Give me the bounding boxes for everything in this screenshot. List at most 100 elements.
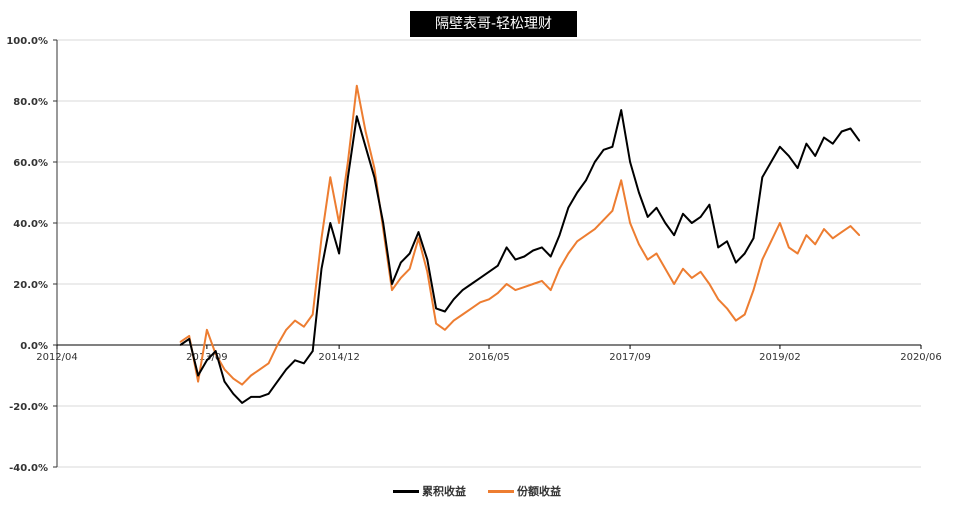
- data-point-series-2: [840, 231, 843, 233]
- x-tick-label: 2014/12: [318, 352, 360, 363]
- y-tick-label: -20.0%: [9, 402, 48, 413]
- data-point-series-2: [179, 341, 182, 343]
- data-point-series-2: [743, 313, 746, 316]
- data-point-series-2: [761, 258, 764, 261]
- data-point-series-2: [770, 240, 772, 243]
- chart-title: 隔壁表哥-轻松理财: [410, 11, 577, 37]
- y-tick-label: 80.0%: [13, 97, 48, 108]
- data-point-series-2: [655, 252, 658, 255]
- data-point-series-2: [611, 210, 614, 212]
- data-point-series-2: [206, 329, 208, 331]
- data-point-series-1: [241, 402, 243, 404]
- series-line-2: [179, 84, 861, 386]
- x-tick-label: 2012/04: [36, 352, 78, 363]
- data-point-series-2: [197, 380, 199, 383]
- data-point-series-1: [814, 155, 816, 157]
- data-point-series-1: [788, 155, 790, 157]
- data-point-series-1: [505, 246, 508, 249]
- data-point-series-2: [541, 280, 543, 282]
- data-point-series-1: [408, 252, 411, 255]
- data-point-series-1: [752, 237, 755, 240]
- data-point-series-1: [311, 350, 314, 352]
- data-point-series-2: [479, 301, 482, 304]
- data-point-series-2: [435, 322, 437, 325]
- data-point-series-1: [320, 268, 323, 270]
- data-point-series-2: [294, 319, 296, 322]
- data-point-series-1: [849, 127, 852, 130]
- data-point-series-1: [223, 380, 226, 383]
- data-point-series-2: [461, 313, 464, 316]
- data-point-series-1: [435, 307, 437, 310]
- data-point-series-1: [735, 261, 737, 264]
- data-point-series-1: [338, 252, 340, 255]
- data-point-series-2: [426, 271, 429, 273]
- data-point-series-2: [602, 219, 605, 221]
- data-point-series-1: [267, 393, 270, 395]
- data-point-series-1: [585, 179, 587, 182]
- data-point-series-1: [611, 146, 614, 148]
- data-point-series-1: [303, 362, 305, 365]
- data-point-series-1: [259, 396, 261, 398]
- data-point-series-2: [320, 237, 323, 240]
- data-point-series-2: [585, 234, 587, 236]
- data-point-series-2: [488, 298, 490, 301]
- data-point-series-2: [682, 268, 684, 270]
- data-point-series-1: [743, 252, 746, 255]
- data-point-series-2: [549, 289, 552, 291]
- data-point-series-1: [682, 213, 684, 215]
- data-point-series-1: [250, 396, 252, 398]
- data-point-series-1: [197, 374, 199, 377]
- data-point-series-1: [364, 146, 367, 148]
- data-point-series-2: [364, 130, 367, 133]
- y-tick-label: 40.0%: [13, 219, 48, 230]
- x-tick-label: 2017/09: [609, 352, 651, 363]
- series-lines: [179, 84, 861, 404]
- x-tick-label: 2013/09: [186, 352, 228, 363]
- data-point-series-1: [638, 191, 640, 194]
- data-point-series-1: [646, 216, 649, 218]
- data-point-series-1: [576, 191, 578, 194]
- data-point-series-2: [664, 268, 667, 270]
- data-point-series-1: [699, 216, 702, 218]
- y-tick-label: 60.0%: [13, 158, 48, 169]
- data-point-series-2: [523, 286, 526, 288]
- data-point-series-1: [664, 222, 667, 224]
- data-point-series-1: [294, 359, 296, 362]
- data-point-series-1: [373, 176, 376, 179]
- data-point-series-2: [408, 268, 411, 270]
- data-point-series-2: [303, 325, 305, 328]
- data-point-series-1: [479, 277, 482, 279]
- data-point-series-2: [285, 329, 288, 331]
- x-tick-label: 2019/02: [759, 352, 801, 363]
- y-tick-labels: 100.0% 80.0% 60.0% 40.0% 20.0% 0.0% -20.0% -40.…: [6, 36, 48, 474]
- series-line-1: [179, 109, 861, 404]
- data-point-series-1: [629, 161, 631, 163]
- data-point-series-2: [267, 362, 270, 365]
- data-point-series-1: [514, 258, 517, 261]
- data-point-series-1: [832, 142, 834, 145]
- data-point-series-2: [391, 289, 393, 291]
- data-point-series-1: [488, 271, 490, 273]
- data-point-series-1: [761, 176, 764, 179]
- data-point-series-1: [602, 149, 605, 151]
- data-point-series-1: [426, 258, 429, 261]
- data-point-series-1: [779, 146, 781, 148]
- data-point-series-2: [532, 283, 534, 285]
- data-point-series-2: [250, 374, 252, 377]
- data-point-series-1: [805, 142, 808, 145]
- data-point-series-2: [805, 234, 808, 236]
- data-point-series-2: [673, 283, 675, 285]
- y-tick-label: 20.0%: [13, 280, 48, 291]
- data-point-series-2: [823, 228, 825, 230]
- y-tick-label: 100.0%: [6, 36, 48, 47]
- legend-swatch-series-2: [488, 489, 514, 493]
- x-tick-label: 2020/06: [900, 352, 942, 363]
- data-point-series-2: [505, 283, 508, 285]
- legend-swatch-series-1: [393, 489, 419, 493]
- data-point-series-2: [699, 271, 702, 273]
- y-tick-label: -40.0%: [9, 463, 48, 474]
- data-point-series-1: [179, 344, 182, 346]
- data-point-series-2: [796, 252, 799, 255]
- data-point-series-1: [452, 298, 455, 301]
- data-point-series-2: [558, 268, 561, 270]
